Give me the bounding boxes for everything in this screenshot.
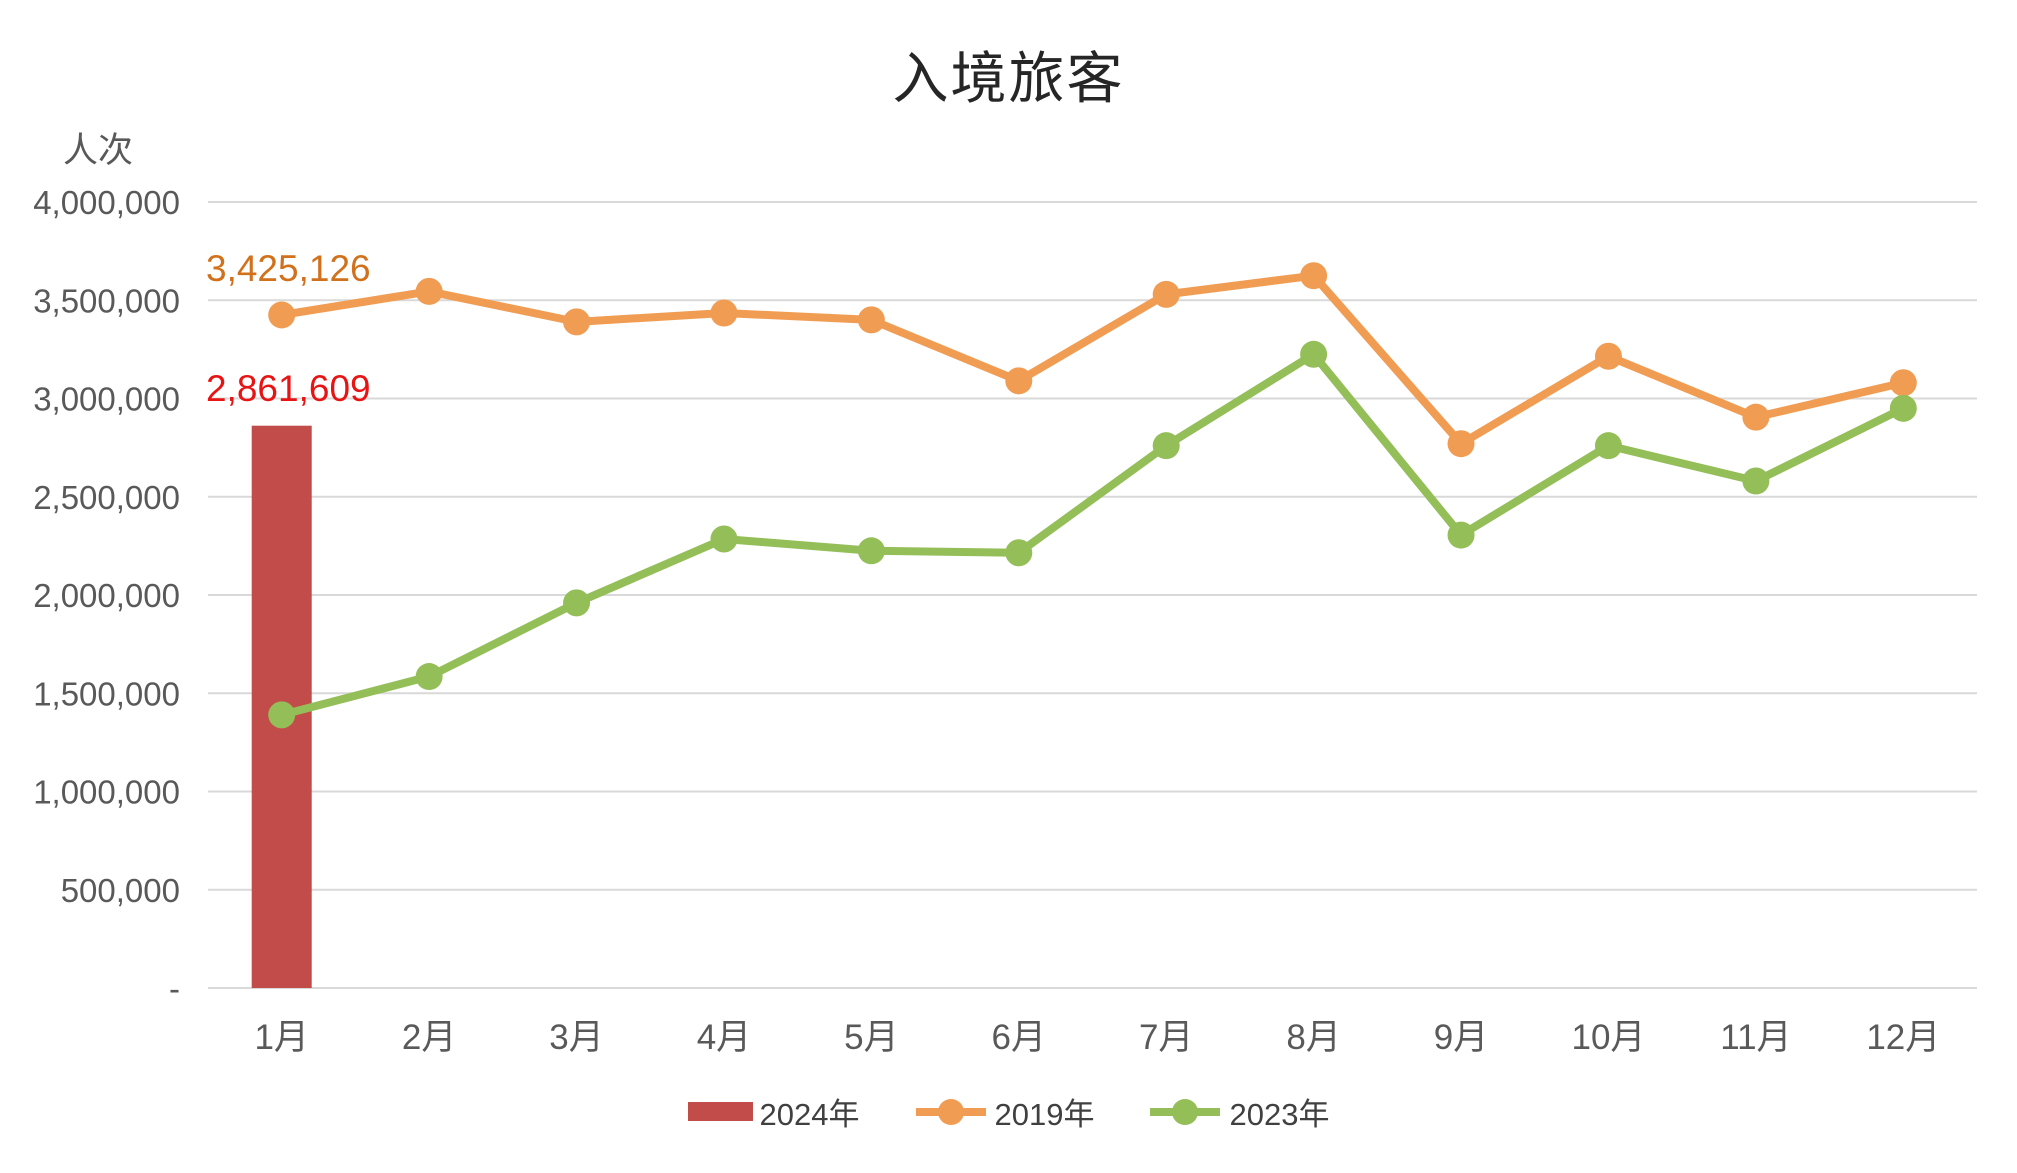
data-point-2023年: [1447, 521, 1475, 549]
line-marker-icon: [915, 1098, 986, 1125]
x-tick-label: 9月: [1434, 1018, 1488, 1057]
x-tick-label: 11月: [1720, 1018, 1791, 1057]
x-tick-label: 10月: [1571, 1018, 1645, 1057]
data-point-2019年: [710, 299, 738, 327]
data-point-2019年: [268, 301, 296, 329]
data-point-2023年: [857, 537, 885, 565]
line-2023年: [277, 350, 1908, 719]
data-point-2023年: [1005, 539, 1033, 567]
x-tick-label: 12月: [1866, 1018, 1940, 1057]
chart-title: 入境旅客: [892, 47, 1125, 110]
data-label-2019-jan: 3,425,126: [206, 248, 371, 289]
y-tick-label: 1,500,000: [33, 675, 180, 712]
data-point-2019年: [1594, 342, 1622, 370]
data-point-2023年: [1594, 432, 1622, 460]
x-tick-label: 7月: [1139, 1018, 1193, 1057]
data-point-2019年: [415, 277, 443, 305]
data-point-2023年: [710, 525, 738, 553]
data-point-2023年: [1152, 432, 1180, 460]
line-marker-icon: [1150, 1098, 1221, 1125]
x-tick-label: 5月: [844, 1018, 898, 1057]
legend: 2024年 2019年 2023年: [0, 1089, 2017, 1134]
bar-swatch-icon: [687, 1102, 753, 1121]
y-axis-unit-label: 人次: [63, 131, 133, 170]
data-point-2023年: [268, 701, 296, 729]
data-point-2019年: [563, 308, 591, 336]
y-tick-label: 1,000,000: [33, 774, 180, 811]
data-point-2019年: [1447, 430, 1475, 458]
data-label-2024-jan: 2,861,609: [206, 368, 371, 409]
y-tick-label: 3,000,000: [33, 381, 180, 418]
legend-label: 2019年: [994, 1097, 1095, 1132]
line-2019年: [277, 271, 1908, 448]
y-tick-label: 2,500,000: [33, 479, 180, 516]
y-tick-label: 500,000: [61, 872, 180, 909]
legend-label: 2023年: [1229, 1097, 1330, 1132]
y-tick-label: 3,500,000: [33, 282, 180, 319]
legend-item-2024: 2024年: [687, 1089, 860, 1134]
x-tick-label: 3月: [549, 1018, 603, 1057]
x-tick-label: 6月: [992, 1018, 1046, 1057]
y-tick-label: 2,000,000: [33, 577, 180, 614]
legend-item-2019: 2019年: [914, 1089, 1095, 1134]
legend-label: 2024年: [759, 1097, 860, 1132]
data-point-2023年: [1742, 467, 1770, 495]
data-point-2023年: [1889, 394, 1917, 422]
data-point-2023年: [563, 589, 591, 617]
data-point-2019年: [1152, 280, 1180, 308]
x-tick-label: 2月: [402, 1018, 456, 1057]
y-tick-label: -: [169, 970, 180, 1007]
data-point-2023年: [415, 663, 443, 691]
x-tick-label: 4月: [697, 1018, 751, 1057]
x-tick-label: 8月: [1286, 1018, 1340, 1057]
data-point-2023年: [1300, 340, 1328, 368]
data-point-2019年: [1889, 369, 1917, 397]
data-point-2019年: [1742, 403, 1770, 431]
legend-item-2023: 2023年: [1148, 1089, 1329, 1134]
data-point-2019年: [1300, 262, 1328, 290]
y-tick-label: 4,000,000: [33, 184, 180, 221]
x-tick-label: 1月: [254, 1018, 308, 1057]
data-point-2019年: [1005, 367, 1033, 395]
data-point-2019年: [857, 306, 885, 334]
